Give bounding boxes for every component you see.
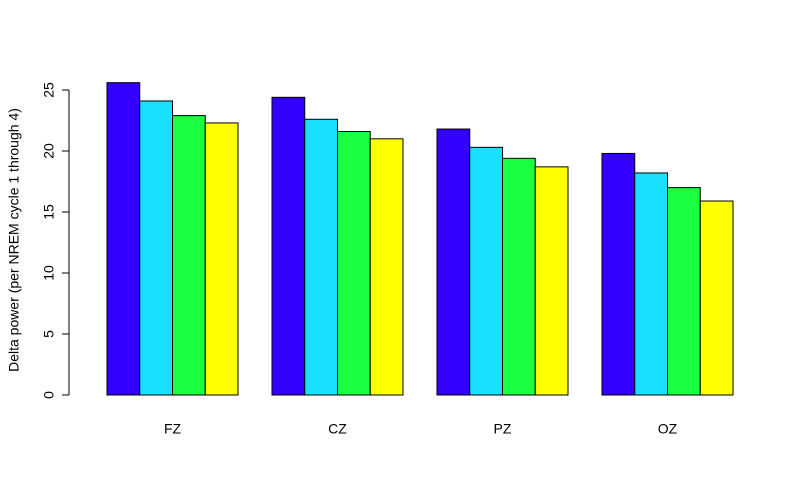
bar [601,152,636,396]
x-tick-label: CZ [328,421,347,437]
bar [172,115,206,396]
bar [106,82,141,396]
y-tick-label: 10 [41,265,57,281]
y-tick-label: 25 [41,82,57,98]
bar [699,200,734,396]
y-tick-label: 5 [41,330,57,338]
bar [271,96,306,396]
bar [502,157,536,396]
bar [369,138,404,396]
bar [204,122,239,396]
x-tick-label: FZ [164,421,182,437]
bar [534,166,569,396]
bar [634,172,668,396]
bar [304,118,338,396]
x-tick-label: PZ [494,421,512,437]
y-tick-label: 0 [41,391,57,399]
bar [337,130,371,396]
y-axis-label: Delta power (per NREM cycle 1 through 4) [6,108,22,372]
y-tick-label: 15 [41,204,57,220]
bar [469,146,503,396]
x-tick-label: OZ [658,421,678,437]
y-tick-label: 20 [41,143,57,159]
bar [139,100,173,396]
bar [436,128,471,396]
bar [667,187,701,396]
